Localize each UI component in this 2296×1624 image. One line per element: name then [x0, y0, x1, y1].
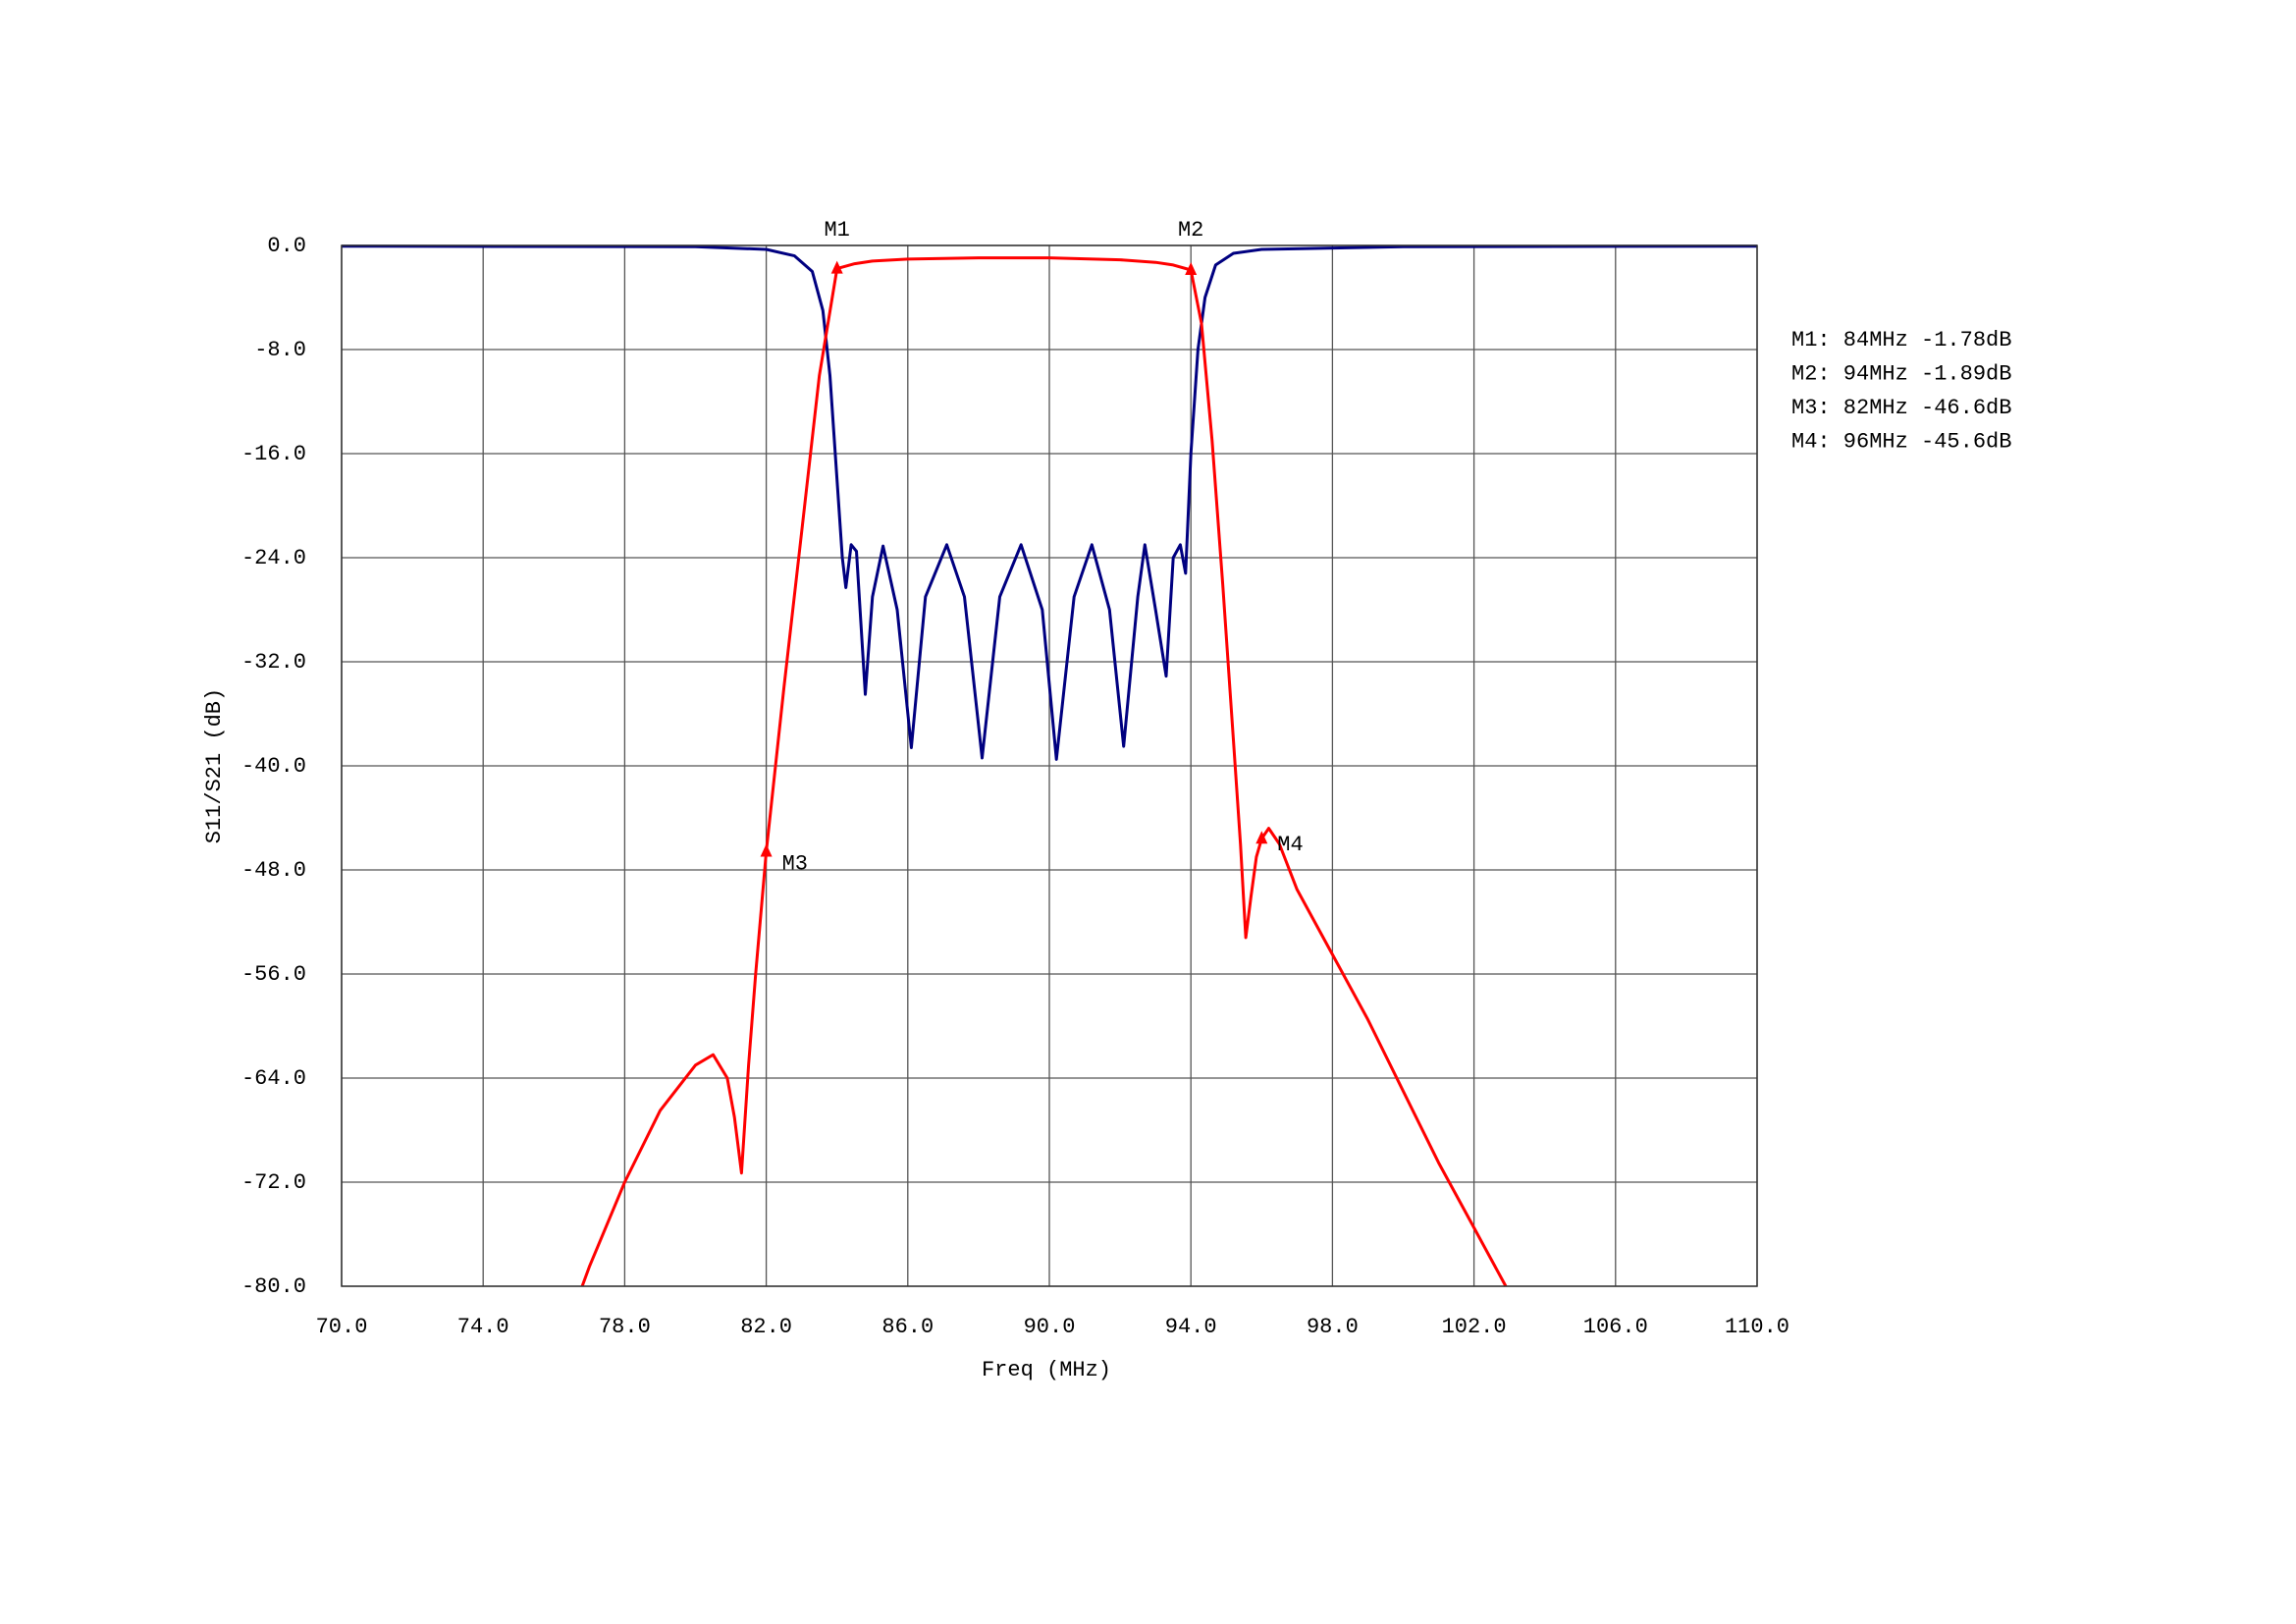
- marker: [760, 843, 773, 857]
- y-tick-label: -64.0: [241, 1066, 306, 1091]
- y-tick-label: -32.0: [241, 650, 306, 675]
- y-tick-label: -80.0: [241, 1274, 306, 1299]
- marker: [830, 260, 843, 274]
- x-tick-label: 70.0: [316, 1315, 368, 1339]
- marker-label: M1: [824, 218, 849, 243]
- x-tick-label: 110.0: [1725, 1315, 1789, 1339]
- marker-label: M4: [1277, 833, 1303, 857]
- y-tick-label: -8.0: [254, 338, 306, 362]
- x-tick-label: 86.0: [881, 1315, 934, 1339]
- y-tick-label: -56.0: [241, 962, 306, 987]
- series-line: [341, 244, 1758, 761]
- series-line: [580, 256, 1508, 1287]
- marker-readout: M4: 96MHz -45.6dB: [1791, 429, 2011, 454]
- marker: [1255, 831, 1268, 844]
- marker-readout: M3: 82MHz -46.6dB: [1791, 396, 2011, 420]
- x-tick-label: 106.0: [1583, 1315, 1648, 1339]
- x-tick-label: 98.0: [1307, 1315, 1359, 1339]
- y-axis-title: S11/S21 (dB): [202, 688, 227, 843]
- marker-label: M3: [782, 851, 808, 876]
- y-tick-label: -24.0: [241, 546, 306, 570]
- x-tick-label: 94.0: [1165, 1315, 1217, 1339]
- x-tick-label: 102.0: [1442, 1315, 1507, 1339]
- x-tick-label: 90.0: [1024, 1315, 1076, 1339]
- y-tick-label: -16.0: [241, 442, 306, 466]
- marker: [1185, 262, 1198, 276]
- y-tick-label: 0.0: [267, 234, 306, 258]
- marker-readout: M2: 94MHz -1.89dB: [1791, 361, 2011, 386]
- marker-readout: M1: 84MHz -1.78dB: [1791, 328, 2011, 352]
- x-tick-label: 82.0: [740, 1315, 792, 1339]
- marker-label: M2: [1178, 218, 1203, 243]
- x-tick-label: 74.0: [457, 1315, 509, 1339]
- y-tick-label: -48.0: [241, 858, 306, 883]
- x-tick-label: 78.0: [599, 1315, 651, 1339]
- y-tick-label: -40.0: [241, 754, 306, 779]
- x-axis-title: Freq (MHz): [982, 1358, 1111, 1382]
- y-tick-label: -72.0: [241, 1170, 306, 1195]
- plot-border: [341, 244, 1758, 1287]
